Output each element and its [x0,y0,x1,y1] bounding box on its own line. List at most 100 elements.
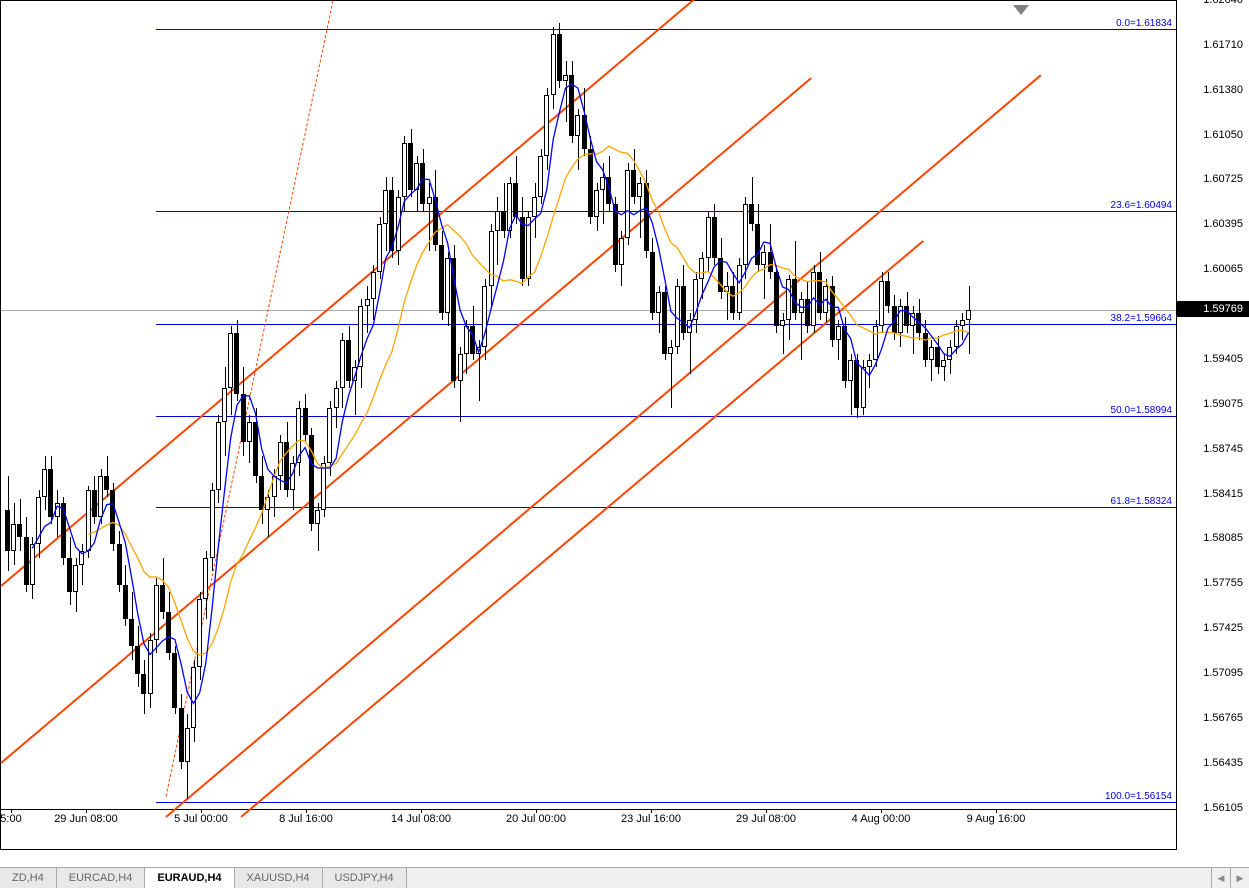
candle-body [966,310,971,320]
x-tick-label: 4 Aug 00:00 [852,813,911,825]
candle-body [693,279,698,320]
x-tick-label: 5:00 [0,813,21,825]
candle-body [544,95,549,156]
candle-body [30,544,35,585]
candle-body [61,503,66,557]
y-tick-label: 1.59405 [1203,353,1243,365]
y-tick-label: 1.56435 [1203,757,1243,769]
tab-scroll-left[interactable]: ◀ [1211,868,1230,888]
candle-body [941,360,946,367]
current-price-badge: 1.59769 [1177,301,1249,317]
candle-body [79,551,84,565]
candle-body [309,435,314,523]
fib-level-line [156,802,1176,803]
chart-tab[interactable]: EURCAD,H4 [57,868,146,888]
candle-wick [869,354,870,388]
candle-body [197,599,202,667]
fib-level-line [156,29,1176,30]
candle-body [129,619,134,646]
candle-body [761,252,766,266]
candle-body [557,34,562,82]
tab-scroll-right[interactable]: ▶ [1230,868,1249,888]
candle-body [160,585,165,612]
candle-body [371,272,376,299]
candle-wick [367,286,368,334]
candle-body [588,149,593,217]
candle-body [786,279,791,320]
tab-bar: ZD,H4EURCAD,H4EURAUD,H4XAUUSD,H4USDJPY,H… [0,867,1249,888]
candle-body [538,156,543,197]
y-tick-label: 1.57095 [1203,667,1243,679]
candle-body [290,463,295,490]
candle-body [867,360,872,367]
candle-body [929,347,934,361]
y-tick-label: 1.61050 [1203,129,1243,141]
chart-tab[interactable]: XAUUSD,H4 [235,868,323,888]
candle-body [73,565,78,592]
candle-body [823,286,828,313]
y-tick-label: 1.60065 [1203,263,1243,275]
candle-body [507,183,512,231]
trend-line [240,241,923,818]
candle-wick [429,183,430,251]
x-tick-label: 29 Jun 08:00 [54,813,118,825]
candle-body [327,408,332,462]
candle-body [619,238,624,265]
y-axis: 1.620401.617101.613801.610501.607251.603… [1176,0,1249,848]
candle-body [842,326,847,380]
candle-wick [962,313,963,340]
candle-body [259,476,264,510]
candle-body [569,75,574,136]
candle-body [799,299,804,313]
candle-body [402,143,407,197]
chart-tab[interactable]: EURAUD,H4 [145,868,234,888]
candle-body [296,408,301,462]
candle-body [774,272,779,326]
candle-body [334,388,339,408]
candle-wick [727,272,728,320]
candle-body [86,490,91,551]
y-tick-label: 1.56105 [1203,802,1243,814]
chart-tab[interactable]: USDJPY,H4 [323,868,407,888]
candle-body [445,258,450,312]
candle-body [141,674,146,694]
candle-body [482,286,487,347]
candle-body [42,469,47,496]
candle-body [228,333,233,387]
candle-body [613,204,618,265]
candle-body [532,197,537,217]
y-tick-label: 1.61710 [1203,39,1243,51]
candle-body [594,190,599,217]
chart-tab[interactable]: ZD,H4 [0,868,57,888]
candle-body [501,211,506,231]
candle-body [11,524,16,551]
candle-body [303,408,308,435]
fib-level-label: 61.8=1.58324 [1111,496,1172,507]
tab-scroll-controls: ◀ ▶ [1211,868,1249,888]
price-chart[interactable]: 5:0029 Jun 08:005 Jul 00:008 Jul 16:0014… [0,0,1177,850]
candle-body [321,463,326,511]
candle-body [606,177,611,204]
candle-body [551,34,556,95]
candle-body [879,281,884,326]
candle-body [427,197,432,204]
candle-body [935,347,940,367]
y-tick-label: 1.57755 [1203,577,1243,589]
y-tick-label: 1.59075 [1203,398,1243,410]
candle-body [792,279,797,313]
candle-body [365,299,370,306]
candle-body [526,217,531,278]
candle-body [681,286,686,334]
candle-body [743,204,748,265]
candle-body [135,646,140,673]
candle-body [383,190,388,224]
candle-body [644,183,649,251]
candle-body [718,258,723,292]
candle-body [123,585,128,619]
candle-body [563,75,568,82]
candle-body [110,490,115,544]
candle-body [668,347,673,354]
candle-body [154,585,159,639]
candle-body [210,490,215,558]
candle-body [396,197,401,251]
